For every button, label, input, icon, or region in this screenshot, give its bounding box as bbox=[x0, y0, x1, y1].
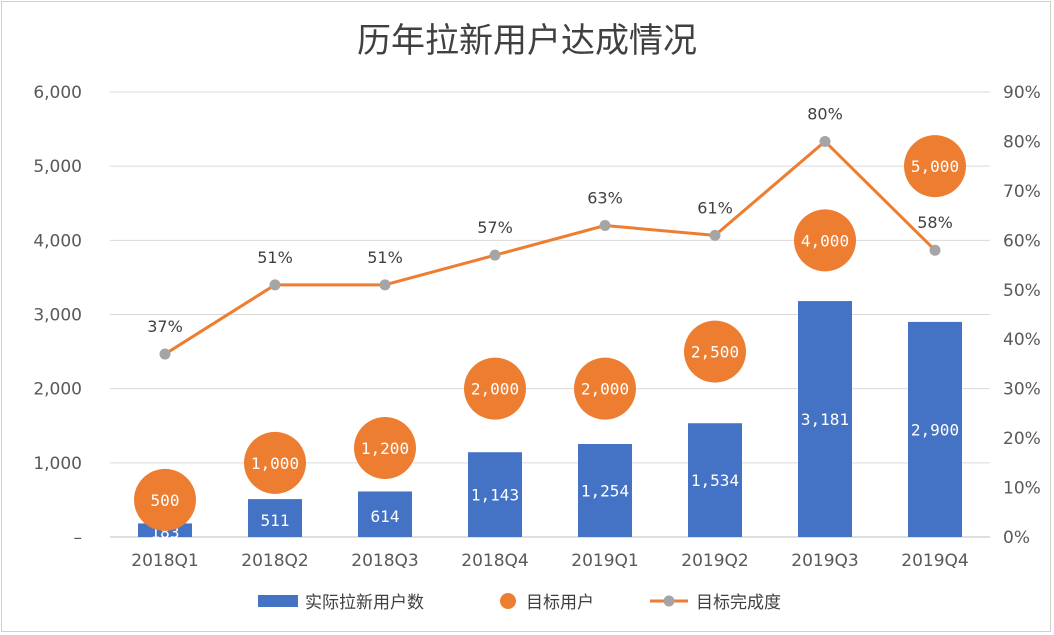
target-bubble bbox=[574, 357, 636, 420]
bar-value-label: 1,143 bbox=[471, 486, 519, 505]
right-tick-label: 80% bbox=[1003, 132, 1041, 152]
target-value-label: 5,000 bbox=[911, 157, 959, 176]
bar-series bbox=[138, 301, 962, 537]
x-tick-label: 2018Q1 bbox=[131, 551, 198, 571]
target-bubble bbox=[684, 320, 746, 383]
left-tick-label: 5,000 bbox=[33, 157, 82, 177]
bar bbox=[358, 491, 412, 537]
right-tick-label: 50% bbox=[1003, 281, 1041, 301]
right-tick-label: 0% bbox=[1003, 528, 1030, 548]
bar-value-label: 2,900 bbox=[911, 420, 959, 439]
line-marker bbox=[599, 220, 611, 231]
right-axis-ticks: 0% 10% 20% 30% 40% 50% 60% 70% 80% 90% bbox=[1003, 83, 1041, 548]
bar-value-label: 511 bbox=[261, 511, 290, 530]
target-value-label: 2,500 bbox=[691, 343, 739, 362]
line-value-label: 37% bbox=[147, 317, 183, 336]
bar bbox=[908, 321, 962, 537]
line-series bbox=[159, 135, 941, 360]
target-value-label: 1,000 bbox=[251, 454, 299, 473]
bar bbox=[248, 499, 302, 537]
right-tick-label: 30% bbox=[1003, 380, 1041, 400]
line-marker bbox=[269, 279, 281, 291]
line-marker bbox=[929, 244, 941, 256]
right-tick-label: 70% bbox=[1003, 182, 1041, 202]
right-tick-label: 40% bbox=[1003, 330, 1041, 350]
bar-value-label: 1,254 bbox=[581, 481, 629, 500]
chart-title: 历年拉新用户达成情况 bbox=[357, 21, 697, 61]
target-bubble bbox=[134, 468, 196, 531]
right-tick-label: 60% bbox=[1003, 231, 1041, 251]
line-value-label: 58% bbox=[917, 213, 953, 232]
line-value-label: 57% bbox=[477, 218, 513, 237]
left-tick-label: 3,000 bbox=[33, 306, 82, 326]
gridlines bbox=[110, 91, 990, 538]
line-marker bbox=[709, 229, 721, 241]
legend-bubble-swatch bbox=[500, 593, 516, 609]
right-tick-label: 10% bbox=[1003, 479, 1041, 499]
left-tick-label: – bbox=[74, 528, 83, 548]
legend-line-marker bbox=[663, 595, 675, 607]
left-axis-ticks: – 1,000 2,000 3,000 4,000 5,000 6,000 bbox=[33, 83, 82, 548]
line-marker bbox=[379, 279, 391, 291]
target-bubble bbox=[354, 417, 416, 479]
bar bbox=[798, 301, 852, 537]
bar bbox=[468, 452, 522, 537]
bar-value-label: 614 bbox=[371, 507, 400, 526]
x-tick-label: 2019Q4 bbox=[901, 551, 968, 571]
x-tick-label: 2018Q2 bbox=[241, 551, 308, 571]
line-labels: 37% 51% 51% 57% 63% 61% 80% 58% bbox=[147, 104, 953, 336]
line-marker bbox=[489, 249, 501, 261]
line-value-label: 80% bbox=[807, 104, 843, 123]
line-marker bbox=[159, 348, 171, 360]
target-value-label: 1,200 bbox=[361, 439, 409, 458]
x-tick-label: 2019Q3 bbox=[791, 551, 858, 571]
bar-value-label: 1,534 bbox=[691, 471, 739, 490]
line-value-label: 51% bbox=[367, 248, 403, 267]
legend-line-label: 目标完成度 bbox=[696, 593, 781, 613]
legend-bar-label: 实际拉新用户数 bbox=[305, 593, 424, 613]
x-tick-label: 2019Q1 bbox=[571, 551, 638, 571]
target-bubble bbox=[244, 431, 306, 494]
target-bubble bbox=[794, 209, 856, 272]
bar bbox=[578, 443, 632, 537]
target-value-label: 500 bbox=[151, 491, 180, 510]
left-tick-label: 1,000 bbox=[33, 454, 82, 474]
line-value-label: 51% bbox=[257, 248, 293, 267]
x-tick-label: 2018Q3 bbox=[351, 551, 418, 571]
line-marker bbox=[819, 135, 831, 147]
bar bbox=[688, 423, 742, 537]
left-tick-label: 4,000 bbox=[33, 231, 82, 251]
line-value-label: 61% bbox=[697, 198, 733, 217]
target-bubble bbox=[904, 135, 966, 198]
legend: 实际拉新用户数 目标用户 目标完成度 bbox=[258, 593, 781, 613]
x-axis-ticks: 2018Q1 2018Q2 2018Q3 2018Q4 2019Q1 2019Q2 2019… bbox=[131, 551, 968, 571]
bubble-series: 500 1,000 1,200 2,000 2,000 2,500 4,000 5,000 bbox=[134, 135, 966, 531]
right-tick-label: 20% bbox=[1003, 429, 1041, 449]
legend-bubble-label: 目标用户 bbox=[526, 593, 594, 613]
right-tick-label: 90% bbox=[1003, 83, 1041, 103]
legend-bar-swatch bbox=[258, 595, 298, 607]
target-value-label: 2,000 bbox=[471, 380, 519, 399]
bar-value-label: 3,181 bbox=[801, 410, 849, 429]
left-tick-label: 6,000 bbox=[33, 83, 82, 103]
x-tick-label: 2019Q2 bbox=[681, 551, 748, 571]
completion-line bbox=[164, 139, 937, 356]
target-value-label: 4,000 bbox=[801, 231, 849, 250]
line-value-label: 63% bbox=[587, 189, 623, 208]
left-tick-label: 2,000 bbox=[33, 380, 82, 400]
target-value-label: 2,000 bbox=[581, 380, 629, 399]
x-tick-label: 2018Q4 bbox=[461, 551, 528, 571]
target-bubble bbox=[464, 357, 526, 420]
